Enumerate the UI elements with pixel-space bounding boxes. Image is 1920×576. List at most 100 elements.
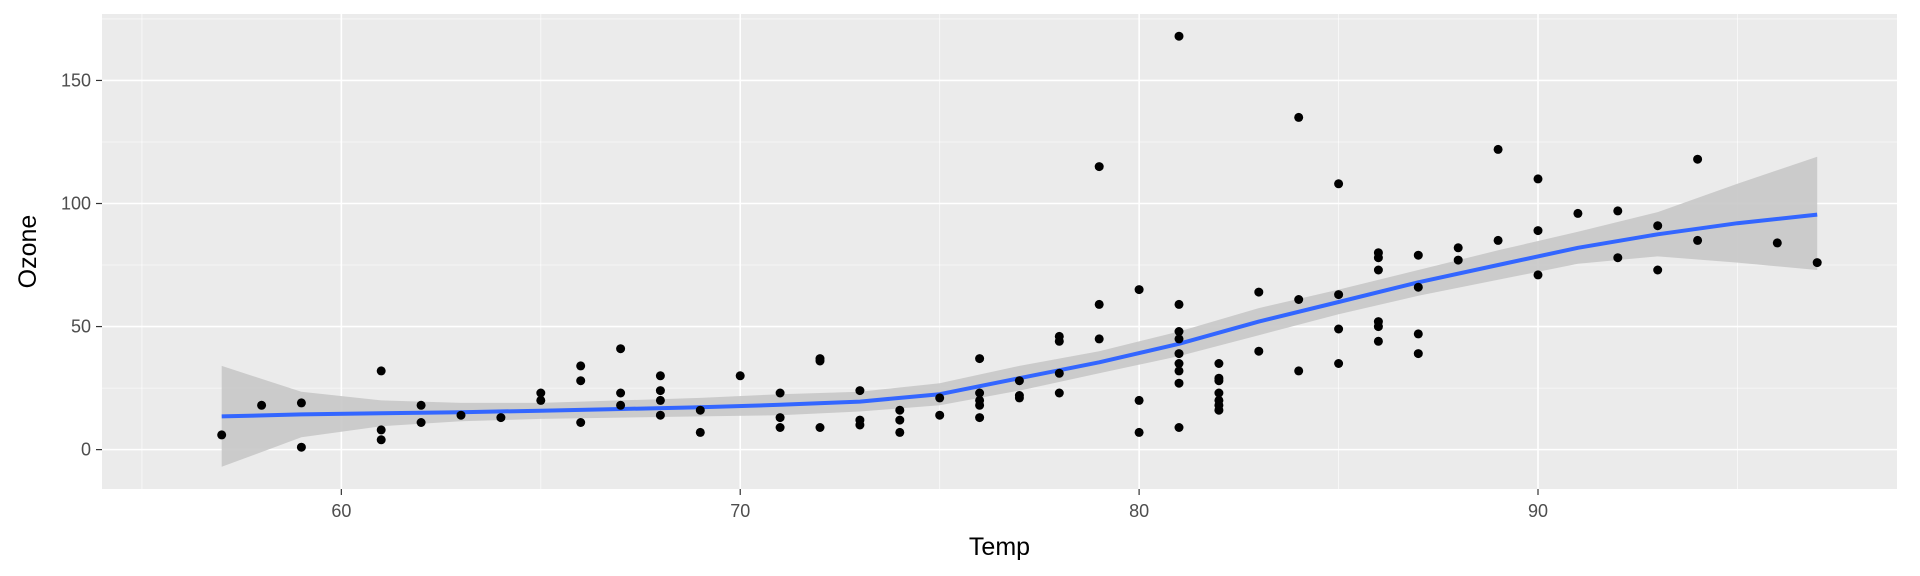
data-point — [416, 400, 426, 410]
data-point — [1533, 226, 1543, 236]
data-point — [1373, 248, 1383, 258]
data-point — [1493, 144, 1503, 154]
data-point — [576, 418, 586, 427]
data-point — [1693, 154, 1703, 164]
data-point — [1014, 376, 1024, 386]
data-point — [1533, 174, 1543, 184]
data-point — [655, 395, 665, 405]
data-point — [775, 413, 785, 423]
data-point — [376, 366, 386, 376]
data-point — [1174, 359, 1184, 368]
data-point — [376, 435, 386, 445]
data-point — [1653, 221, 1663, 231]
data-point — [536, 388, 546, 398]
data-point — [576, 361, 586, 371]
data-point — [775, 388, 785, 398]
data-point — [855, 415, 865, 425]
data-point — [1134, 427, 1144, 437]
data-point — [1094, 299, 1104, 309]
data-point — [815, 354, 825, 364]
data-point — [616, 344, 626, 354]
data-point — [1653, 265, 1663, 275]
x-tick-label: 70 — [730, 501, 750, 521]
data-point — [1334, 290, 1344, 300]
data-point — [1174, 366, 1184, 376]
data-point — [1373, 317, 1383, 327]
data-point — [1613, 206, 1623, 216]
data-points — [217, 31, 1822, 452]
data-point — [1214, 373, 1224, 383]
data-point — [1413, 349, 1423, 359]
data-point — [735, 371, 745, 381]
data-point — [1174, 378, 1184, 388]
y-tick-label: 0 — [81, 440, 91, 460]
data-point — [1812, 258, 1822, 268]
data-point — [1294, 366, 1304, 376]
data-point — [1174, 423, 1184, 432]
data-point — [1453, 255, 1463, 265]
data-point — [376, 425, 386, 435]
data-point — [1294, 295, 1304, 304]
data-point — [1772, 238, 1782, 248]
data-point — [1054, 331, 1064, 341]
data-point — [975, 354, 985, 364]
data-point — [616, 388, 626, 398]
data-point — [1254, 287, 1264, 297]
data-point — [975, 395, 985, 405]
data-point — [616, 400, 626, 410]
data-point — [1174, 334, 1184, 344]
x-axis-ticks: 60 70 80 90 — [331, 489, 1548, 521]
x-axis-title: Temp — [969, 533, 1030, 561]
data-point — [1214, 359, 1224, 368]
data-point — [1533, 270, 1543, 280]
y-tick-label: 150 — [61, 70, 91, 90]
data-point — [895, 415, 905, 425]
data-point — [975, 413, 985, 423]
data-point — [975, 388, 985, 398]
data-point — [1054, 388, 1064, 398]
y-axis-title: Ozone — [14, 215, 42, 289]
data-point — [1334, 179, 1344, 189]
data-point — [416, 418, 426, 427]
data-point — [855, 386, 865, 396]
data-point — [695, 427, 705, 437]
data-point — [257, 400, 267, 410]
y-tick-label: 50 — [71, 317, 91, 337]
data-point — [536, 395, 546, 405]
data-point — [935, 393, 945, 403]
data-point — [1334, 359, 1344, 368]
data-point — [895, 427, 905, 437]
data-point — [1373, 336, 1383, 346]
data-point — [1493, 235, 1503, 245]
data-point — [935, 410, 945, 420]
data-point — [1134, 285, 1144, 295]
data-point — [1693, 235, 1703, 245]
data-point — [1174, 299, 1184, 309]
data-point — [296, 398, 306, 408]
y-axis-ticks: 0 50 100 150 — [61, 70, 102, 460]
data-point — [1174, 349, 1184, 359]
data-point — [1413, 329, 1423, 339]
data-point — [655, 410, 665, 420]
data-point — [1334, 324, 1344, 334]
data-point — [895, 405, 905, 415]
data-point — [1054, 368, 1064, 378]
data-point — [1453, 243, 1463, 253]
data-point — [456, 410, 466, 420]
x-tick-label: 90 — [1528, 501, 1548, 521]
data-point — [1214, 395, 1224, 405]
data-point — [655, 386, 665, 396]
data-point — [1214, 388, 1224, 398]
data-point — [1014, 391, 1024, 400]
data-point — [1413, 250, 1423, 260]
data-point — [1134, 395, 1144, 405]
data-point — [1094, 334, 1104, 344]
data-point — [1094, 162, 1104, 172]
data-point — [296, 442, 306, 452]
data-point — [1174, 31, 1184, 41]
data-point — [217, 430, 227, 440]
data-point — [655, 371, 665, 381]
data-point — [815, 423, 825, 432]
data-point — [1413, 282, 1423, 292]
